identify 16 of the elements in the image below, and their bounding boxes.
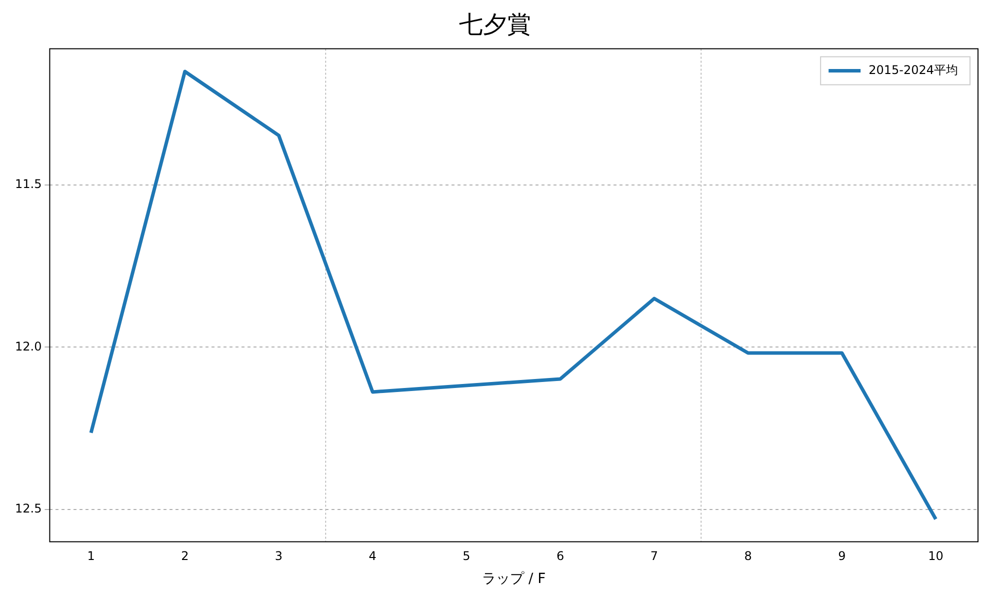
y-tick-label: 12.5 — [15, 501, 42, 516]
y-tick-label: 11.5 — [15, 177, 42, 192]
x-tick-label: 7 — [650, 549, 658, 564]
x-tick-label: 9 — [838, 549, 846, 564]
x-tick-label: 2 — [181, 549, 189, 564]
y-tick-label: 12.0 — [15, 339, 42, 354]
chart-title: 七夕賞 — [459, 10, 531, 39]
legend-label: 2015-2024平均 — [868, 62, 958, 77]
x-tick-label: 4 — [368, 549, 376, 564]
x-tick-label: 1 — [87, 549, 95, 564]
x-tick-label: 3 — [274, 549, 283, 564]
x-tick-label: 6 — [556, 549, 564, 564]
x-axis-title: ラップ / F — [482, 571, 546, 588]
x-tick-label: 5 — [462, 549, 470, 564]
x-tick-label: 10 — [928, 549, 944, 564]
x-tick-label: 8 — [744, 549, 752, 564]
